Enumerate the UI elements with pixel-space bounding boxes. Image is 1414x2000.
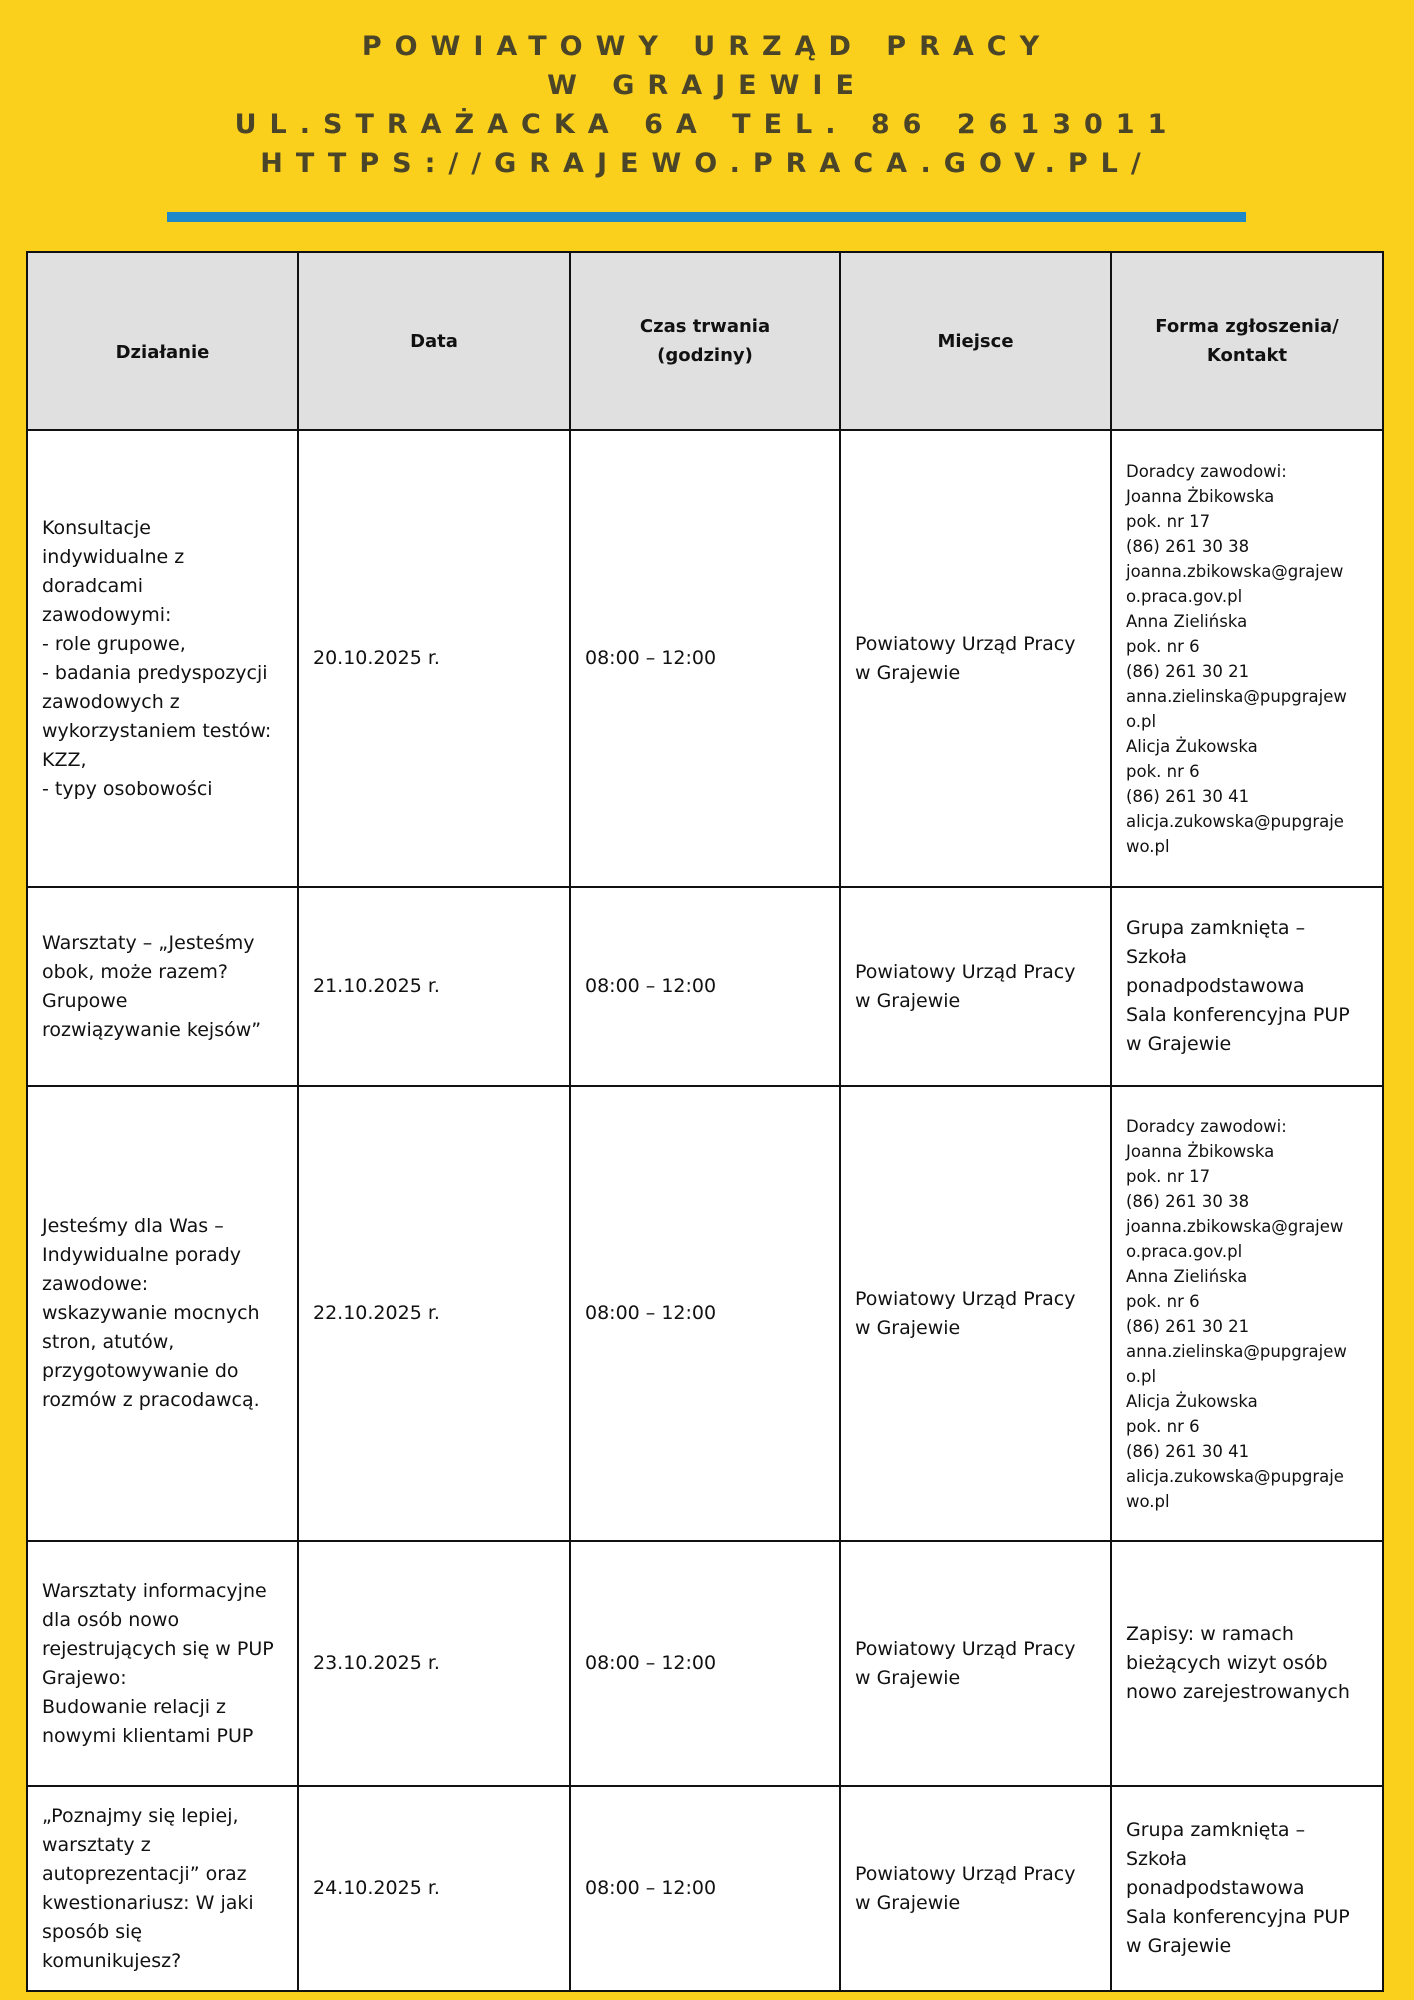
cell-kontakt: Doradcy zawodowi: Joanna Żbikowska pok. … bbox=[1110, 1085, 1384, 1542]
header-miejsce: Miejsce bbox=[839, 251, 1112, 431]
header-dzialanie: Działanie bbox=[26, 251, 299, 431]
cell-dzialanie: Warsztaty – „Jesteśmy obok, może razem? … bbox=[26, 886, 299, 1087]
table-row: Jesteśmy dla Was – Indywidualne porady z… bbox=[26, 1085, 1384, 1542]
cell-czas: 08:00 – 12:00 bbox=[569, 429, 841, 888]
table-row: „Poznajmy się lepiej, warsztaty z autopr… bbox=[26, 1785, 1384, 1992]
cell-kontakt: Grupa zamknięta – Szkoła ponadpodstawowa… bbox=[1110, 1785, 1384, 1992]
cell-kontakt: Grupa zamknięta – Szkoła ponadpodstawowa… bbox=[1110, 886, 1384, 1087]
header-line: POWIATOWY URZĄD PRACY bbox=[361, 31, 1053, 62]
header-line: W GRAJEWIE bbox=[547, 70, 867, 101]
cell-dzialanie: Konsultacje indywidualne z doradcami zaw… bbox=[26, 429, 299, 888]
cell-data: 20.10.2025 r. bbox=[297, 429, 571, 888]
header-title: POWIATOWY URZĄD PRACY W GRAJEWIE UL.STRA… bbox=[0, 27, 1414, 183]
header-czas: Czas trwania (godziny) bbox=[569, 251, 841, 431]
cell-kontakt: Zapisy: w ramach bieżących wizyt osób no… bbox=[1110, 1540, 1384, 1787]
cell-czas: 08:00 – 12:00 bbox=[569, 1540, 841, 1787]
cell-miejsce: Powiatowy Urząd Pracy w Grajewie bbox=[839, 886, 1112, 1087]
table-header-row: Działanie Data Czas trwania (godziny) Mi… bbox=[26, 251, 1384, 431]
header-kontakt: Forma zgłoszenia/ Kontakt bbox=[1110, 251, 1384, 431]
cell-miejsce: Powiatowy Urząd Pracy w Grajewie bbox=[839, 429, 1112, 888]
table-row: Warsztaty informacyjne dla osób nowo rej… bbox=[26, 1540, 1384, 1787]
cell-miejsce: Powiatowy Urząd Pracy w Grajewie bbox=[839, 1540, 1112, 1787]
cell-dzialanie: Jesteśmy dla Was – Indywidualne porady z… bbox=[26, 1085, 299, 1542]
cell-czas: 08:00 – 12:00 bbox=[569, 1085, 841, 1542]
cell-dzialanie: Warsztaty informacyjne dla osób nowo rej… bbox=[26, 1540, 299, 1787]
cell-dzialanie: „Poznajmy się lepiej, warsztaty z autopr… bbox=[26, 1785, 299, 1992]
schedule-table: Działanie Data Czas trwania (godziny) Mi… bbox=[26, 251, 1384, 1992]
cell-data: 24.10.2025 r. bbox=[297, 1785, 571, 1992]
divider-bar bbox=[167, 212, 1246, 222]
cell-data: 21.10.2025 r. bbox=[297, 886, 571, 1087]
cell-data: 22.10.2025 r. bbox=[297, 1085, 571, 1542]
cell-kontakt: Doradcy zawodowi: Joanna Żbikowska pok. … bbox=[1110, 429, 1384, 888]
cell-miejsce: Powiatowy Urząd Pracy w Grajewie bbox=[839, 1085, 1112, 1542]
header-data: Data bbox=[297, 251, 571, 431]
cell-czas: 08:00 – 12:00 bbox=[569, 1785, 841, 1992]
table-row: Konsultacje indywidualne z doradcami zaw… bbox=[26, 429, 1384, 888]
cell-data: 23.10.2025 r. bbox=[297, 1540, 571, 1787]
table-row: Warsztaty – „Jesteśmy obok, może razem? … bbox=[26, 886, 1384, 1087]
header-line: UL.STRAŻACKA 6A TEL. 86 2613011 bbox=[234, 109, 1180, 140]
cell-czas: 08:00 – 12:00 bbox=[569, 886, 841, 1087]
cell-miejsce: Powiatowy Urząd Pracy w Grajewie bbox=[839, 1785, 1112, 1992]
header-line: HTTPS://GRAJEWO.PRACA.GOV.PL/ bbox=[260, 148, 1154, 179]
